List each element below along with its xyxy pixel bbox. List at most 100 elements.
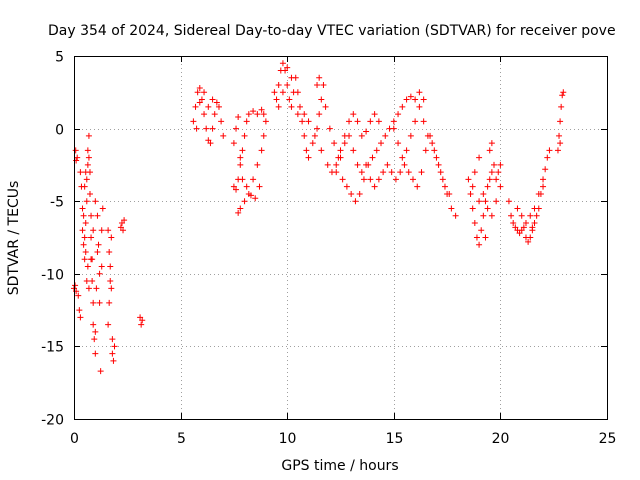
data-point — [420, 96, 427, 103]
data-point — [390, 125, 397, 132]
data-point — [409, 176, 416, 183]
data-point — [554, 147, 561, 154]
data-point — [518, 212, 525, 219]
data-point — [322, 103, 329, 110]
data-point — [106, 249, 113, 256]
data-point — [254, 161, 261, 168]
data-point — [358, 132, 365, 139]
data-point — [558, 103, 565, 110]
data-point — [350, 147, 357, 154]
data-point — [288, 103, 295, 110]
data-point — [91, 336, 98, 343]
data-point — [557, 140, 564, 147]
data-point — [305, 118, 312, 125]
data-point — [90, 321, 97, 328]
data-point — [275, 82, 282, 89]
x-tick-label: 15 — [386, 431, 404, 447]
data-point — [403, 96, 410, 103]
data-point — [333, 169, 340, 176]
data-point — [407, 93, 414, 100]
data-point — [233, 125, 240, 132]
data-point — [111, 343, 118, 350]
data-point — [476, 154, 483, 161]
data-point — [84, 147, 91, 154]
data-point — [107, 263, 114, 270]
data-point — [256, 183, 263, 190]
data-point — [540, 176, 547, 183]
data-point — [211, 111, 218, 118]
data-point — [93, 285, 100, 292]
data-point — [333, 161, 340, 168]
data-point — [520, 224, 527, 231]
data-point — [97, 368, 104, 375]
data-point — [235, 209, 242, 216]
data-point — [109, 350, 116, 357]
data-point — [82, 169, 89, 176]
x-axis-label: GPS time / hours — [281, 458, 398, 474]
data-point — [352, 198, 359, 205]
data-point — [294, 111, 301, 118]
data-point — [452, 212, 459, 219]
data-point — [378, 140, 385, 147]
data-point — [193, 125, 200, 132]
data-point — [120, 227, 127, 234]
data-point — [360, 176, 367, 183]
data-point — [314, 82, 321, 89]
data-point — [495, 169, 502, 176]
data-point — [525, 238, 532, 245]
data-point — [82, 219, 89, 226]
data-point — [373, 147, 380, 154]
data-point — [75, 292, 82, 299]
y-tick-label: -20 — [41, 413, 64, 429]
data-point — [497, 161, 504, 168]
data-point — [556, 132, 563, 139]
data-point — [414, 183, 421, 190]
data-point — [88, 234, 95, 241]
data-point — [480, 190, 487, 197]
data-point — [90, 299, 97, 306]
data-point — [92, 328, 99, 335]
data-point — [247, 192, 254, 199]
data-point — [79, 205, 86, 212]
data-point — [284, 82, 291, 89]
data-point — [301, 111, 308, 118]
data-point — [439, 176, 446, 183]
data-point — [418, 169, 425, 176]
data-point — [401, 161, 408, 168]
data-points — [71, 60, 567, 375]
data-point — [399, 154, 406, 161]
data-point — [296, 103, 303, 110]
data-point — [354, 161, 361, 168]
data-point — [363, 128, 370, 135]
data-point — [220, 132, 227, 139]
plot-frame — [74, 56, 608, 420]
data-point — [403, 147, 410, 154]
data-point — [395, 140, 402, 147]
data-point — [388, 169, 395, 176]
data-point — [557, 118, 564, 125]
data-point — [320, 82, 327, 89]
data-point — [508, 212, 515, 219]
data-point — [110, 357, 117, 364]
x-tick-label: 0 — [70, 431, 79, 447]
data-point — [233, 186, 240, 193]
data-point — [395, 111, 402, 118]
data-point — [81, 256, 88, 263]
data-point — [416, 103, 423, 110]
x-tick-labels: 0 5 10 15 20 25 — [70, 431, 616, 447]
data-point — [392, 176, 399, 183]
data-point — [241, 198, 248, 205]
data-point — [371, 183, 378, 190]
data-point — [431, 147, 438, 154]
data-point — [380, 169, 387, 176]
x-tick-label: 20 — [492, 431, 510, 447]
data-point — [471, 219, 478, 226]
data-point — [84, 161, 91, 168]
y-tick-label: -10 — [41, 268, 64, 284]
data-point — [79, 227, 86, 234]
data-point — [478, 227, 485, 234]
data-point — [250, 176, 257, 183]
data-point — [218, 118, 225, 125]
data-point — [435, 161, 442, 168]
x-tick-label: 5 — [177, 431, 186, 447]
